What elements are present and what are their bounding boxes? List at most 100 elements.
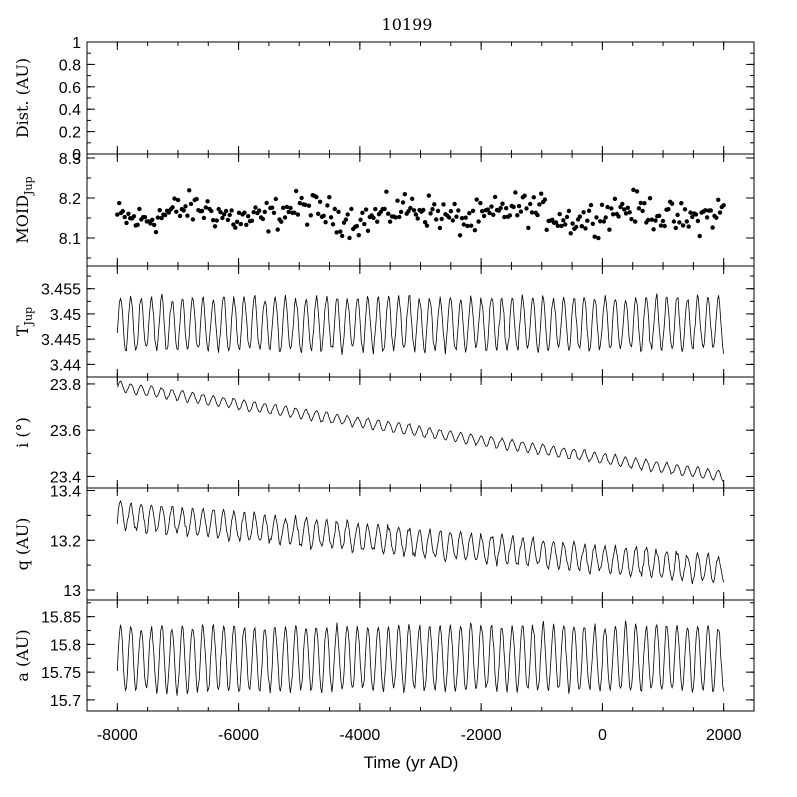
data-point xyxy=(410,196,415,201)
data-point xyxy=(485,207,490,212)
data-point xyxy=(716,197,721,202)
data-point xyxy=(395,198,400,203)
data-point xyxy=(616,214,621,219)
y-tick-label: 15.7 xyxy=(50,693,81,710)
data-point xyxy=(166,210,172,215)
series-line xyxy=(116,293,725,355)
data-point xyxy=(157,208,162,213)
y-tick-label: 0 xyxy=(72,147,81,164)
data-point xyxy=(688,210,693,215)
data-point xyxy=(657,213,662,218)
data-point xyxy=(450,218,455,223)
panel-frame xyxy=(86,41,755,155)
data-point xyxy=(489,204,494,209)
data-point xyxy=(528,201,533,207)
data-point xyxy=(269,205,275,210)
data-point xyxy=(201,215,207,221)
data-point xyxy=(406,209,411,214)
data-point xyxy=(205,199,210,204)
data-point xyxy=(675,212,680,218)
data-point xyxy=(338,229,343,234)
data-point xyxy=(432,202,437,207)
series-line xyxy=(116,620,725,696)
y-tick-label: 23.6 xyxy=(50,423,81,440)
data-point xyxy=(529,210,535,215)
data-point xyxy=(679,201,684,206)
data-point xyxy=(137,206,142,212)
data-point xyxy=(317,199,323,204)
data-point xyxy=(159,215,164,221)
x-tick-label: -2000 xyxy=(461,727,502,744)
data-point xyxy=(627,210,632,215)
data-point xyxy=(122,214,127,220)
data-point xyxy=(697,233,702,239)
y-tick-label: 8.2 xyxy=(59,191,81,208)
panel-frame xyxy=(86,376,755,489)
data-point xyxy=(535,212,540,218)
y-tick-label: 0.4 xyxy=(59,102,81,119)
data-point xyxy=(246,214,251,219)
data-point xyxy=(330,222,336,227)
x-tick-label: 2000 xyxy=(706,727,742,744)
data-point xyxy=(181,208,186,213)
data-point xyxy=(115,212,120,217)
data-point xyxy=(717,210,723,215)
data-point xyxy=(131,214,137,219)
data-point xyxy=(273,196,278,202)
data-point xyxy=(515,213,520,218)
panel-q: 13 13.2 13.4 q (AU) xyxy=(13,483,755,601)
data-point xyxy=(461,222,466,227)
data-point xyxy=(504,206,509,211)
data-point xyxy=(500,201,505,206)
y-tick-label: 13 xyxy=(63,583,81,600)
data-point xyxy=(463,215,468,220)
data-point xyxy=(583,226,588,231)
data-point xyxy=(658,223,664,228)
data-point xyxy=(233,225,238,230)
data-point xyxy=(227,212,232,218)
data-point xyxy=(363,207,369,212)
data-point xyxy=(238,221,243,227)
data-point xyxy=(286,209,291,215)
data-point xyxy=(293,188,299,194)
data-point xyxy=(308,213,313,218)
data-point xyxy=(704,215,710,220)
data-point xyxy=(188,201,194,207)
data-point xyxy=(203,205,208,210)
data-point xyxy=(371,215,376,221)
y-axis-label: Dist. (AU) xyxy=(13,58,32,138)
data-point xyxy=(570,221,575,226)
data-point xyxy=(612,196,618,201)
data-point xyxy=(439,216,444,222)
data-point xyxy=(408,205,413,211)
data-point xyxy=(603,215,608,220)
data-point xyxy=(586,208,592,213)
data-point xyxy=(690,214,695,220)
y-tick-label: 23.4 xyxy=(50,469,81,486)
y-tick-label: 13.2 xyxy=(50,533,81,550)
series-line xyxy=(116,499,725,585)
data-point xyxy=(647,196,653,201)
data-point xyxy=(585,218,590,223)
data-point xyxy=(441,202,446,207)
data-point xyxy=(513,190,518,195)
data-point xyxy=(457,233,463,238)
data-point xyxy=(653,218,658,223)
data-point xyxy=(424,223,430,228)
data-point xyxy=(594,215,599,220)
data-point xyxy=(234,219,240,224)
y-tick-label: 8.3 xyxy=(59,151,81,168)
data-point xyxy=(620,201,625,207)
data-point xyxy=(469,223,474,228)
data-point xyxy=(526,225,531,230)
data-point xyxy=(559,223,564,229)
data-point xyxy=(187,188,192,193)
data-point xyxy=(695,218,701,224)
data-point xyxy=(452,201,457,207)
data-point xyxy=(295,212,301,217)
data-point xyxy=(634,189,640,194)
data-point xyxy=(199,208,205,214)
data-point xyxy=(474,197,479,202)
data-point xyxy=(610,212,616,217)
data-point xyxy=(343,217,349,222)
